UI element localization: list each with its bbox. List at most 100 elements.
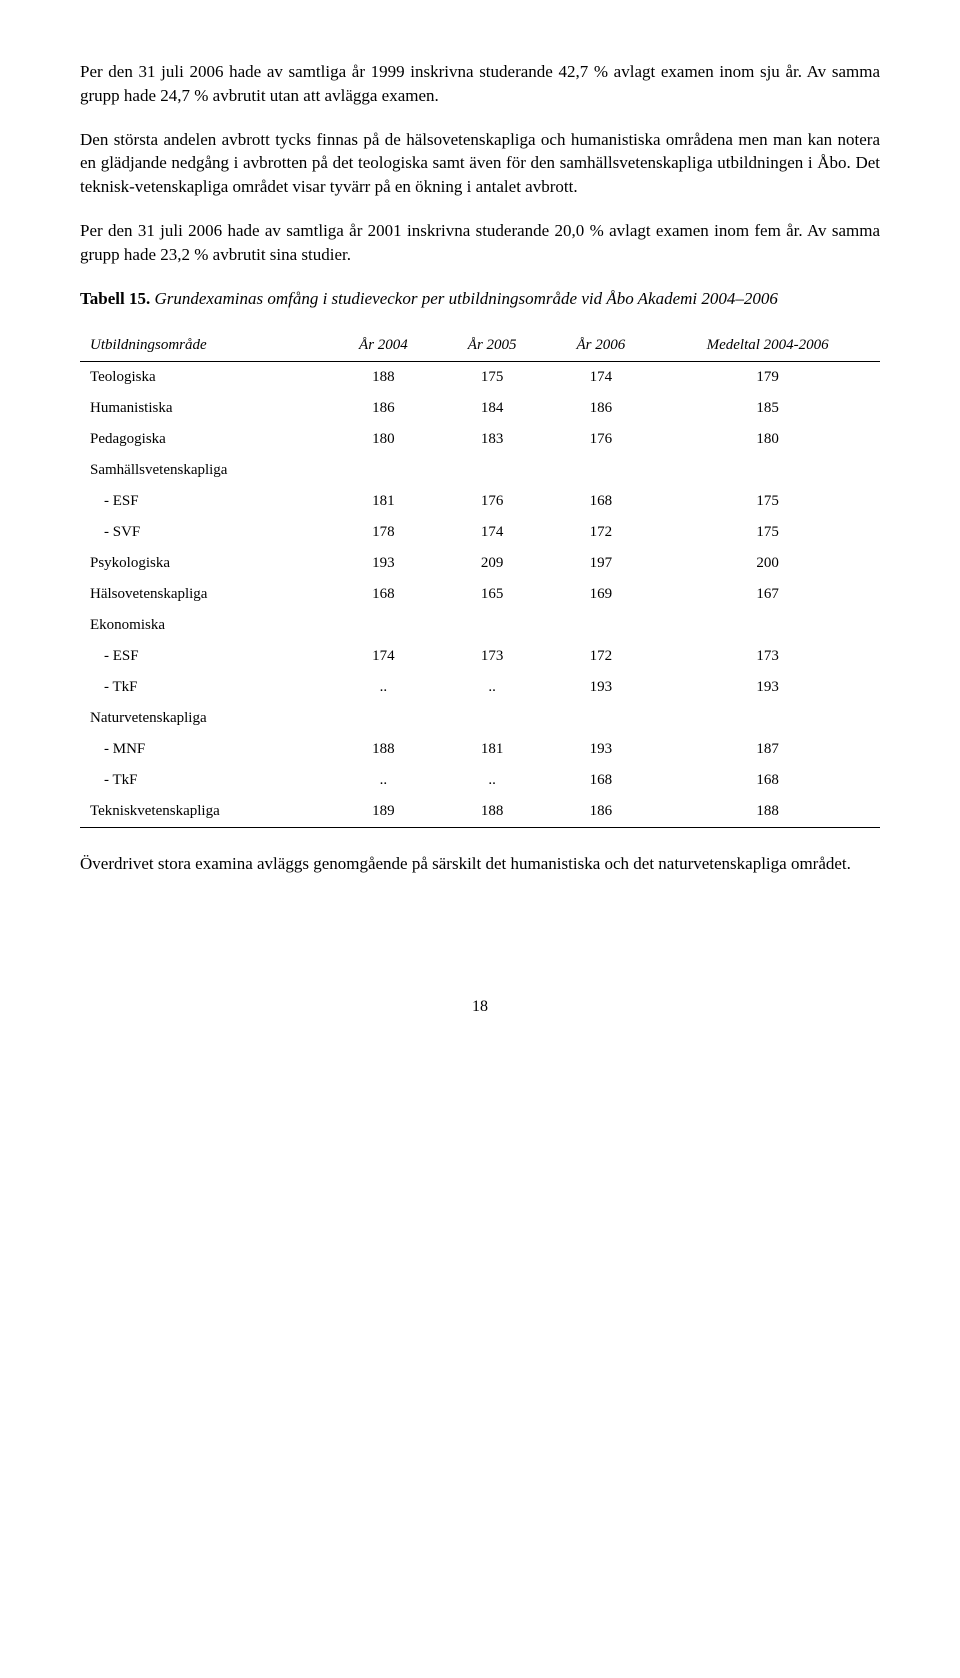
row-label: Teologiska [80,362,329,394]
row-cell: 173 [438,641,547,672]
row-cell: 188 [329,734,438,765]
row-cell: .. [438,672,547,703]
row-label: - ESF [80,486,329,517]
row-cell: 168 [329,579,438,610]
table-row: Samhällsvetenskapliga [80,455,880,486]
row-cell: 174 [438,517,547,548]
row-cell [547,455,656,486]
row-cell: 209 [438,548,547,579]
row-cell: 169 [547,579,656,610]
row-cell [329,455,438,486]
row-cell: 193 [547,734,656,765]
row-label: - SVF [80,517,329,548]
row-cell: 168 [547,486,656,517]
row-cell: 180 [329,424,438,455]
row-cell: 185 [655,393,880,424]
row-label: Samhällsvetenskapliga [80,455,329,486]
row-cell: 197 [547,548,656,579]
row-cell: 193 [547,672,656,703]
row-cell: 183 [438,424,547,455]
row-cell: 181 [438,734,547,765]
data-table: Utbildningsområde År 2004 År 2005 År 200… [80,330,880,828]
row-cell: 168 [547,765,656,796]
table-row: - TkF....168168 [80,765,880,796]
page-number: 18 [80,996,880,1018]
paragraph-after-table: Överdrivet stora examina avläggs genomgå… [80,852,880,876]
col-header-2005: År 2005 [438,330,547,362]
table-row: Humanistiska186184186185 [80,393,880,424]
row-cell: 179 [655,362,880,394]
paragraph-2: Den största andelen avbrott tycks finnas… [80,128,880,199]
row-cell: 172 [547,641,656,672]
table-header-row: Utbildningsområde År 2004 År 2005 År 200… [80,330,880,362]
table-row: - ESF181176168175 [80,486,880,517]
col-header-medeltal: Medeltal 2004-2006 [655,330,880,362]
row-cell: 174 [547,362,656,394]
row-cell: 186 [329,393,438,424]
row-label: - ESF [80,641,329,672]
row-label: Tekniskvetenskapliga [80,796,329,828]
table-row: - MNF188181193187 [80,734,880,765]
row-label: - TkF [80,672,329,703]
row-label: Psykologiska [80,548,329,579]
table-row: Psykologiska193209197200 [80,548,880,579]
row-cell: .. [329,672,438,703]
row-cell [329,703,438,734]
row-cell: 172 [547,517,656,548]
table-row: - TkF....193193 [80,672,880,703]
table-caption: Tabell 15. Grundexaminas omfång i studie… [80,287,880,311]
row-cell [438,455,547,486]
row-cell: 186 [547,393,656,424]
row-cell: 200 [655,548,880,579]
row-label: Naturvetenskapliga [80,703,329,734]
row-cell: 188 [329,362,438,394]
row-cell: 187 [655,734,880,765]
row-cell: 188 [438,796,547,828]
row-cell: .. [329,765,438,796]
row-cell: 175 [655,486,880,517]
table-row: - ESF174173172173 [80,641,880,672]
row-cell [438,703,547,734]
table-caption-desc: Grundexaminas omfång i studieveckor per … [154,289,777,308]
row-cell: 174 [329,641,438,672]
row-cell: .. [438,765,547,796]
paragraph-1: Per den 31 juli 2006 hade av samtliga år… [80,60,880,108]
row-cell [329,610,438,641]
row-cell: 193 [329,548,438,579]
table-row: Ekonomiska [80,610,880,641]
row-cell: 175 [655,517,880,548]
col-header-2004: År 2004 [329,330,438,362]
table-row: Hälsovetenskapliga168165169167 [80,579,880,610]
row-cell: 186 [547,796,656,828]
col-header-area: Utbildningsområde [80,330,329,362]
row-cell: 173 [655,641,880,672]
row-label: - TkF [80,765,329,796]
row-cell [547,610,656,641]
paragraph-3: Per den 31 juli 2006 hade av samtliga år… [80,219,880,267]
row-cell [655,455,880,486]
row-cell: 176 [547,424,656,455]
row-cell: 176 [438,486,547,517]
row-cell: 184 [438,393,547,424]
table-row: Naturvetenskapliga [80,703,880,734]
row-cell: 193 [655,672,880,703]
row-cell [655,703,880,734]
table-row: Pedagogiska180183176180 [80,424,880,455]
row-cell [655,610,880,641]
col-header-2006: År 2006 [547,330,656,362]
table-row: Teologiska188175174179 [80,362,880,394]
row-cell: 167 [655,579,880,610]
row-label: - MNF [80,734,329,765]
row-cell [438,610,547,641]
row-cell: 175 [438,362,547,394]
row-cell: 178 [329,517,438,548]
row-cell: 188 [655,796,880,828]
row-cell: 168 [655,765,880,796]
row-label: Ekonomiska [80,610,329,641]
row-label: Humanistiska [80,393,329,424]
row-cell: 181 [329,486,438,517]
table-row: Tekniskvetenskapliga189188186188 [80,796,880,828]
table-caption-label: Tabell 15. [80,289,150,308]
row-label: Hälsovetenskapliga [80,579,329,610]
row-cell: 180 [655,424,880,455]
